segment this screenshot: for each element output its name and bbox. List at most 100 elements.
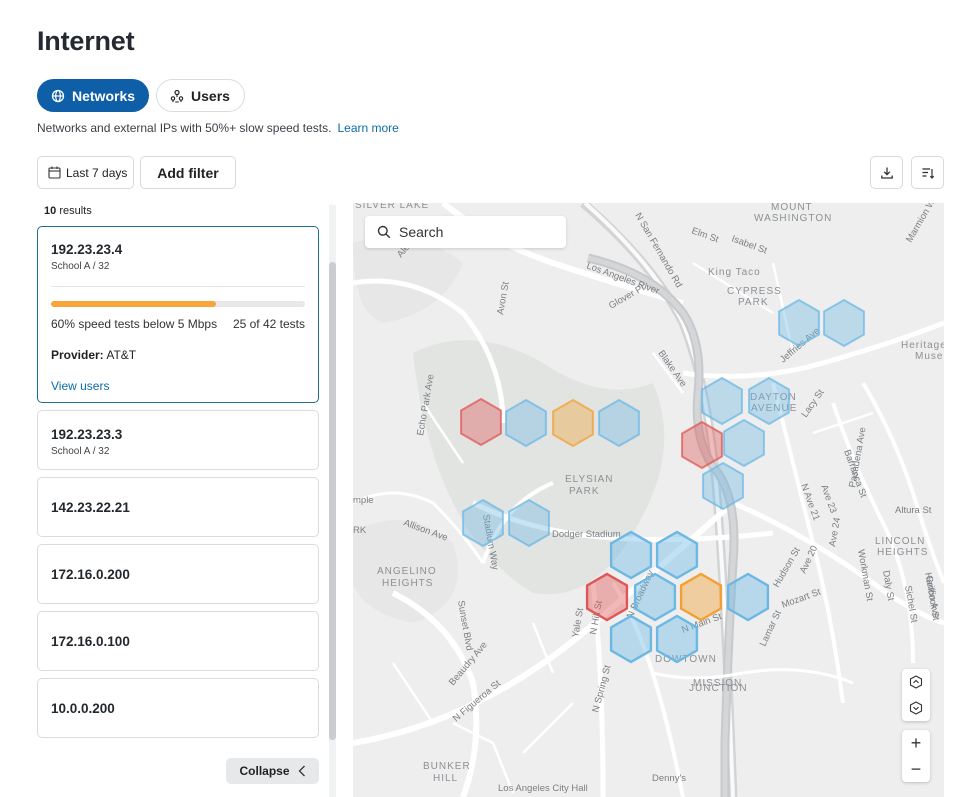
expand-hex-icon [909, 675, 923, 689]
hex-cell-good[interactable] [823, 298, 865, 348]
network-subnet: School A / 32 [51, 261, 110, 272]
map-label: MISSION [693, 678, 742, 689]
hex-cell-good[interactable] [655, 530, 699, 580]
map-view[interactable]: SILVER LAKE MOUNT WASHINGTON King Taco CYPRE… [353, 203, 944, 797]
map-label: HEIGHTS [877, 547, 928, 558]
hex-layer[interactable] [460, 298, 865, 664]
tab-users[interactable]: Users [156, 79, 245, 112]
map-label: Museu [915, 351, 944, 362]
sort-button[interactable] [911, 156, 944, 189]
network-card[interactable]: 172.16.0.200 [37, 544, 319, 604]
map-label: Heritage S [901, 340, 944, 351]
collapse-hex-button[interactable] [902, 695, 930, 721]
search-placeholder: Search [399, 224, 444, 240]
add-filter-button[interactable]: Add filter [140, 156, 236, 189]
network-card[interactable]: 192.23.23.3 School A / 32 [37, 410, 319, 470]
slow-test-count: 25 of 42 tests [232, 317, 305, 331]
chevron-left-icon [298, 765, 306, 777]
map-label: Elm St [690, 225, 720, 245]
map-label: King Taco [708, 267, 761, 278]
hex-cell-good[interactable] [633, 572, 677, 622]
expand-hex-button[interactable] [902, 669, 930, 695]
slow-test-stat: 60% speed tests below 5 Mbps [51, 317, 218, 331]
hex-cell-warn[interactable] [679, 572, 723, 622]
learn-more-link[interactable]: Learn more [337, 121, 399, 135]
list-scrollbar-thumb[interactable] [329, 262, 336, 740]
hex-cell-good[interactable] [723, 418, 765, 468]
results-count: 10 results [44, 205, 92, 217]
hex-cell-bad[interactable] [585, 572, 629, 622]
hex-cell-good[interactable] [609, 530, 653, 580]
hex-layer-controls [902, 669, 930, 721]
network-card[interactable]: 10.0.0.200 [37, 678, 319, 738]
date-range-button[interactable]: Last 7 days [37, 156, 134, 189]
tab-networks-label: Networks [72, 87, 136, 104]
map-label: Lamar St [758, 608, 784, 648]
map-label: RK [353, 525, 367, 536]
hex-cell-good[interactable] [748, 376, 790, 426]
map-label: JUNCTION [689, 683, 748, 694]
map-label: HEIGHTS [382, 578, 433, 589]
map-label: Daly St [880, 570, 896, 602]
page-title: Internet [37, 26, 135, 56]
hex-cell-good[interactable] [462, 498, 504, 548]
hex-cell-good[interactable] [609, 614, 653, 664]
network-subnet: School A / 32 [51, 446, 110, 457]
page-description: Networks and external IPs with 50%+ slow… [37, 121, 399, 135]
map-label: Lacy St [799, 387, 826, 420]
hex-cell-bad[interactable] [681, 420, 723, 470]
hex-cell-good[interactable] [778, 298, 820, 348]
provider-label: Provider: [51, 348, 104, 362]
map-label: HILL [433, 773, 458, 784]
map-label: WASHINGTON [754, 213, 832, 224]
view-users-link[interactable]: View users [51, 379, 110, 393]
map-label: DAYTON [750, 392, 797, 403]
hex-cell-good[interactable] [702, 461, 744, 511]
zoom-out-button[interactable]: − [910, 758, 922, 779]
results-label: results [59, 205, 92, 217]
date-range-label: Last 7 days [66, 165, 128, 180]
map-label: DOWTOWN [655, 654, 717, 665]
hex-cell-bad[interactable] [460, 397, 502, 447]
hex-cell-good[interactable] [726, 572, 770, 622]
network-card[interactable]: 142.23.22.21 [37, 477, 319, 537]
network-card[interactable]: 172.16.0.100 [37, 611, 319, 671]
network-ip: 172.16.0.100 [51, 634, 130, 649]
hex-cell-good[interactable] [598, 398, 640, 448]
map-label: ELYSIAN [565, 474, 614, 485]
map-label: Isabel St [730, 233, 769, 256]
card-divider [51, 286, 305, 287]
hex-cell-good[interactable] [508, 498, 550, 548]
map-label: Avon St [495, 281, 512, 316]
zoom-controls: + − [902, 730, 930, 782]
hex-cell-warn[interactable] [552, 398, 594, 448]
network-ip: 192.23.23.4 [51, 242, 123, 257]
map-label: Sunset Blvd [455, 600, 475, 652]
map-label: Marmion Way [904, 203, 943, 245]
map-label: Altura St [895, 505, 932, 516]
map-label: N Spring St [590, 664, 613, 714]
hex-cell-good[interactable] [505, 398, 547, 448]
map-label: Ave 24 [827, 517, 843, 548]
tab-networks[interactable]: Networks [37, 79, 150, 112]
collapse-button[interactable]: Collapse [226, 758, 319, 784]
map-search-input[interactable]: Search [365, 216, 566, 248]
map-label: Los Angeles City Hall [498, 783, 588, 794]
map-label: CYPRESS [727, 286, 782, 297]
map-label: Blake Ave [656, 348, 689, 389]
map-label: Denny's [652, 773, 686, 784]
zoom-in-button[interactable]: + [910, 732, 922, 753]
map-label: Dodger Stadium [552, 529, 621, 540]
map-label: mple [353, 495, 374, 506]
hex-cell-good[interactable] [655, 614, 699, 664]
download-button[interactable] [870, 156, 903, 189]
tab-users-label: Users [191, 87, 230, 104]
hex-cell-good[interactable] [701, 376, 743, 426]
network-card-selected[interactable]: 192.23.23.4 School A / 32 60% speed test… [37, 226, 319, 403]
collapse-hex-icon [909, 701, 923, 715]
slow-test-progress-fill [51, 301, 217, 307]
map-label: Yale St [570, 607, 586, 639]
collapse-label: Collapse [239, 764, 290, 778]
slow-test-progress [51, 301, 305, 307]
sort-icon [921, 166, 935, 180]
